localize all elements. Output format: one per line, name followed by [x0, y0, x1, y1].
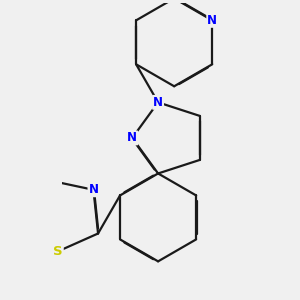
Text: N: N — [207, 14, 217, 27]
Text: S: S — [53, 245, 63, 258]
Text: N: N — [127, 131, 137, 144]
Text: N: N — [88, 183, 98, 196]
Text: N: N — [153, 96, 163, 109]
